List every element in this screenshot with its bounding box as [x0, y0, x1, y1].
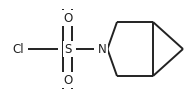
Text: O: O [63, 74, 73, 87]
Text: O: O [63, 11, 73, 24]
Text: N: N [98, 43, 106, 55]
Text: Cl: Cl [12, 43, 24, 55]
Text: S: S [64, 43, 72, 55]
